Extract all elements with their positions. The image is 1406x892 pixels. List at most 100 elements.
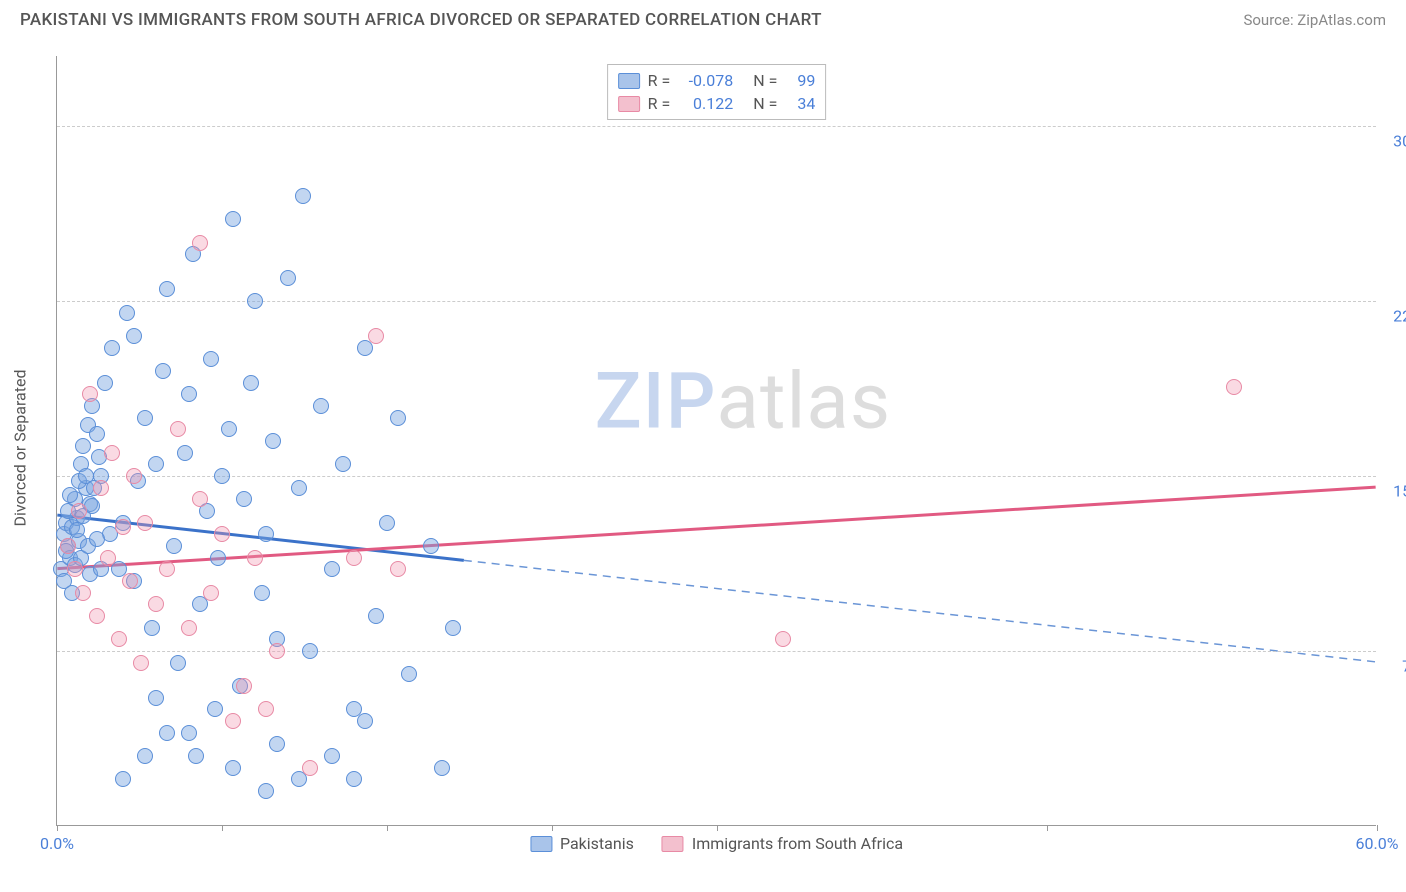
scatter-point	[192, 491, 208, 507]
x-tick	[57, 825, 58, 831]
scatter-point	[148, 596, 164, 612]
x-tick	[1047, 825, 1048, 831]
plot-area: ZIPatlas R = -0.078 N = 99 R = 0.122 N =…	[56, 56, 1376, 826]
x-tick-label: 0.0%	[40, 834, 74, 853]
scatter-point	[214, 468, 230, 484]
r-value-1: -0.078	[678, 71, 733, 90]
scatter-point	[159, 561, 175, 577]
scatter-point	[115, 519, 131, 535]
scatter-point	[69, 522, 85, 538]
scatter-point	[126, 328, 142, 344]
scatter-point	[423, 538, 439, 554]
chart-source: Source: ZipAtlas.com	[1243, 11, 1386, 29]
scatter-point	[207, 701, 223, 717]
scatter-point	[159, 725, 175, 741]
series-legend: Pakistanis Immigrants from South Africa	[530, 834, 903, 853]
scatter-point	[75, 585, 91, 601]
scatter-point	[357, 713, 373, 729]
scatter-point	[335, 456, 351, 472]
scatter-point	[82, 386, 98, 402]
x-tick	[552, 825, 553, 831]
scatter-point	[243, 375, 259, 391]
y-tick-label: 30.0%	[1381, 132, 1406, 151]
scatter-point	[148, 456, 164, 472]
scatter-point	[104, 445, 120, 461]
scatter-point	[302, 760, 318, 776]
legend-swatch-2b	[662, 836, 684, 852]
scatter-point	[247, 293, 263, 309]
scatter-point	[71, 503, 87, 519]
x-tick	[1377, 825, 1378, 831]
scatter-point	[60, 538, 76, 554]
scatter-point	[445, 620, 461, 636]
scatter-point	[111, 631, 127, 647]
scatter-point	[236, 678, 252, 694]
n-value-1: 99	[785, 71, 815, 90]
scatter-point	[210, 550, 226, 566]
scatter-point	[181, 725, 197, 741]
scatter-point	[159, 281, 175, 297]
scatter-point	[97, 375, 113, 391]
legend-row-series-1: R = -0.078 N = 99	[618, 69, 816, 92]
scatter-point	[280, 270, 296, 286]
n-label: N =	[753, 94, 777, 113]
scatter-point	[177, 445, 193, 461]
scatter-point	[62, 487, 78, 503]
scatter-point	[295, 188, 311, 204]
legend-item-1: Pakistanis	[530, 834, 634, 853]
scatter-point	[115, 771, 131, 787]
scatter-point	[203, 351, 219, 367]
scatter-point	[390, 561, 406, 577]
scatter-point	[75, 438, 91, 454]
scatter-point	[247, 550, 263, 566]
scatter-point	[401, 666, 417, 682]
chart-header: PAKISTANI VS IMMIGRANTS FROM SOUTH AFRIC…	[0, 0, 1406, 38]
y-tick-label: 22.5%	[1381, 307, 1406, 326]
scatter-point	[258, 701, 274, 717]
scatter-point	[181, 386, 197, 402]
watermark: ZIPatlas	[595, 357, 892, 448]
scatter-point	[324, 561, 340, 577]
scatter-point	[225, 211, 241, 227]
scatter-point	[225, 760, 241, 776]
scatter-point	[302, 643, 318, 659]
scatter-point	[122, 573, 138, 589]
scatter-point	[119, 305, 135, 321]
scatter-point	[269, 736, 285, 752]
scatter-point	[254, 585, 270, 601]
scatter-point	[379, 515, 395, 531]
scatter-point	[324, 748, 340, 764]
scatter-point	[225, 713, 241, 729]
scatter-point	[265, 433, 281, 449]
scatter-point	[133, 655, 149, 671]
scatter-point	[313, 398, 329, 414]
scatter-point	[346, 550, 362, 566]
gridline-h	[57, 476, 1376, 477]
scatter-point	[89, 426, 105, 442]
legend-item-2: Immigrants from South Africa	[662, 834, 903, 853]
scatter-point	[170, 421, 186, 437]
scatter-point	[214, 526, 230, 542]
scatter-point	[236, 491, 252, 507]
scatter-point	[1226, 379, 1242, 395]
scatter-point	[192, 235, 208, 251]
scatter-point	[137, 410, 153, 426]
chart-title: PAKISTANI VS IMMIGRANTS FROM SOUTH AFRIC…	[20, 10, 822, 30]
scatter-point	[775, 631, 791, 647]
gridline-h	[57, 126, 1376, 127]
watermark-part1: ZIP	[595, 357, 717, 448]
x-tick	[222, 825, 223, 831]
scatter-point	[368, 328, 384, 344]
scatter-point	[137, 748, 153, 764]
chart-container: Divorced or Separated ZIPatlas R = -0.07…	[48, 48, 1386, 848]
x-tick-label: 60.0%	[1356, 834, 1399, 853]
scatter-point	[126, 468, 142, 484]
y-tick-label: 15.0%	[1381, 482, 1406, 501]
scatter-point	[93, 480, 109, 496]
legend-swatch-2	[618, 96, 640, 112]
watermark-part2: atlas	[717, 357, 892, 448]
r-value-2: 0.122	[678, 94, 733, 113]
y-axis-label: Divorced or Separated	[11, 369, 30, 526]
scatter-point	[368, 608, 384, 624]
r-label: R =	[648, 94, 671, 113]
